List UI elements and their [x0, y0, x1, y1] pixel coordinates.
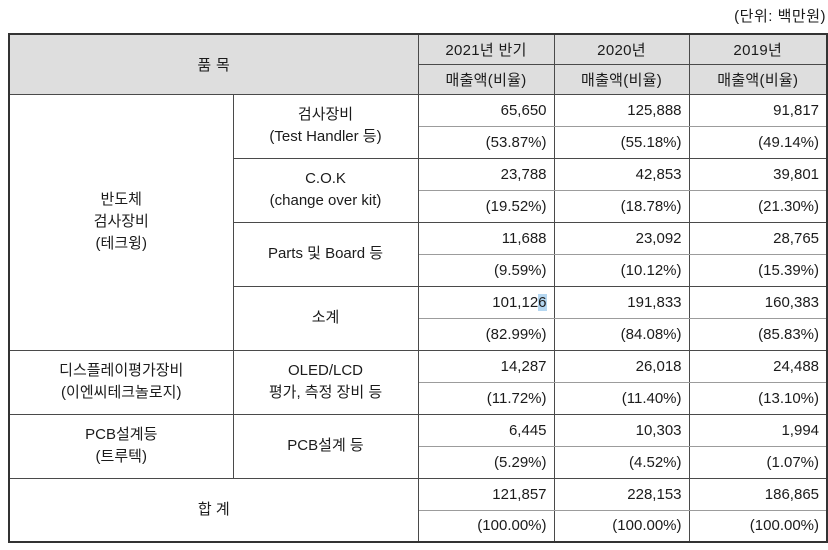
total-amount-2021-half: 121,857 [417, 477, 555, 511]
cok-ratio-2020: (18.78%) [553, 189, 690, 223]
table-row: PCB설계등 (트루텍) PCB설계 등 6,445 10,303 1,994 [8, 413, 828, 479]
pcb-ratio-2020: (4.52%) [553, 445, 690, 479]
total-label: 합 계 [8, 477, 419, 543]
subcategory-pcb-design: PCB설계 등 [232, 413, 419, 479]
subcategory-test-handler: 검사장비 (Test Handler 등) [232, 93, 419, 159]
cok-ratio-2019: (21.30%) [688, 189, 828, 223]
column-header-item: 품 목 [8, 33, 419, 95]
subtotal-amount-2021-half: 101,126 [417, 285, 555, 319]
subtotal-amount-2019: 160,383 [688, 285, 828, 319]
selected-digit: 6 [538, 293, 547, 311]
inspection-ratio-2021-half: (53.87%) [417, 125, 555, 159]
total-ratio-2020: (100.00%) [553, 509, 690, 543]
subcategory-subtotal: 소계 [232, 285, 419, 351]
parts-ratio-2021-half: (9.59%) [417, 253, 555, 287]
total-ratio-2019: (100.00%) [688, 509, 828, 543]
oled-amount-2021-half: 14,287 [417, 349, 555, 383]
subheader-sales-ratio-2021-half: 매출액(비율) [417, 63, 555, 95]
oled-amount-2020: 26,018 [553, 349, 690, 383]
table-row: 디스플레이평가장비 (이엔씨테크놀로지) OLED/LCD 평가, 측정 장비 … [8, 349, 828, 415]
category-semiconductor-inspection: 반도체 검사장비 (테크윙) [8, 93, 234, 351]
pcb-amount-2019: 1,994 [688, 413, 828, 447]
subcategory-oled-lcd: OLED/LCD 평가, 측정 장비 등 [232, 349, 419, 415]
column-header-2021-half: 2021년 반기 [417, 33, 555, 65]
header-row-periods: 품 목 2021년 반기 2020년 2019년 [8, 33, 828, 95]
total-amount-2020: 228,153 [553, 477, 690, 511]
header-row-measure: 매출액(비율) 매출액(비율) 매출액(비율) [9, 63, 828, 95]
parts-amount-2019: 28,765 [688, 221, 828, 255]
inspection-ratio-2019: (49.14%) [688, 125, 828, 159]
pcb-amount-2021-half: 6,445 [417, 413, 555, 447]
pcb-ratio-2019: (1.07%) [688, 445, 828, 479]
table-row: (53.87%) (55.18%) (49.14%) [9, 125, 828, 159]
parts-ratio-2020: (10.12%) [553, 253, 690, 287]
parts-amount-2020: 23,092 [553, 221, 690, 255]
parts-ratio-2019: (15.39%) [688, 253, 828, 287]
subheader-sales-ratio-2020: 매출액(비율) [553, 63, 690, 95]
inspection-amount-2020: 125,888 [553, 93, 690, 127]
table-row: 합 계 121,857 228,153 186,865 [8, 477, 828, 543]
table-row: Parts 및 Board 등 11,688 23,092 28,765 [9, 221, 828, 287]
subtotal-amount-prefix: 101,12 [492, 293, 539, 311]
column-header-2020: 2020년 [553, 33, 690, 65]
oled-ratio-2021-half: (11.72%) [417, 381, 555, 415]
total-amount-2019: 186,865 [688, 477, 828, 511]
table-row: (82.99%) (84.08%) (85.83%) [9, 317, 828, 351]
pcb-ratio-2021-half: (5.29%) [417, 445, 555, 479]
inspection-amount-2019: 91,817 [688, 93, 828, 127]
subtotal-ratio-2020: (84.08%) [553, 317, 690, 351]
cok-ratio-2021-half: (19.52%) [417, 189, 555, 223]
oled-ratio-2019: (13.10%) [688, 381, 828, 415]
revenue-by-product-table: 품 목 2021년 반기 2020년 2019년 매출액(비율) 매출액(비율)… [8, 33, 828, 543]
table-row: (19.52%) (18.78%) (21.30%) [9, 189, 828, 223]
oled-ratio-2020: (11.40%) [553, 381, 690, 415]
subcategory-parts-board: Parts 및 Board 등 [232, 221, 419, 287]
table-row: (100.00%) (100.00%) (100.00%) [9, 509, 828, 543]
oled-amount-2019: 24,488 [688, 349, 828, 383]
inspection-amount-2021-half: 65,650 [417, 93, 555, 127]
pcb-amount-2020: 10,303 [553, 413, 690, 447]
subtotal-ratio-2019: (85.83%) [688, 317, 828, 351]
cok-amount-2021-half: 23,788 [417, 157, 555, 191]
category-display-evaluation: 디스플레이평가장비 (이엔씨테크놀로지) [8, 349, 234, 415]
table-row: (11.72%) (11.40%) (13.10%) [9, 381, 828, 415]
column-header-2019: 2019년 [688, 33, 828, 65]
category-pcb-design: PCB설계등 (트루텍) [8, 413, 234, 479]
subtotal-ratio-2021-half: (82.99%) [417, 317, 555, 351]
table-row: (5.29%) (4.52%) (1.07%) [9, 445, 828, 479]
total-ratio-2021-half: (100.00%) [417, 509, 555, 543]
table-row: 반도체 검사장비 (테크윙) 검사장비 (Test Handler 등) 65,… [8, 93, 828, 351]
subtotal-amount-2020: 191,833 [553, 285, 690, 319]
cok-amount-2020: 42,853 [553, 157, 690, 191]
subcategory-cok: C.O.K (change over kit) [232, 157, 419, 223]
inspection-ratio-2020: (55.18%) [553, 125, 690, 159]
parts-amount-2021-half: 11,688 [417, 221, 555, 255]
cok-amount-2019: 39,801 [688, 157, 828, 191]
table-row: C.O.K (change over kit) 23,788 42,853 39… [9, 157, 828, 223]
unit-caption: (단위: 백만원) [734, 8, 826, 25]
subheader-sales-ratio-2019: 매출액(비율) [688, 63, 828, 95]
table-row: 소계 101,126 191,833 160,383 [9, 285, 828, 351]
